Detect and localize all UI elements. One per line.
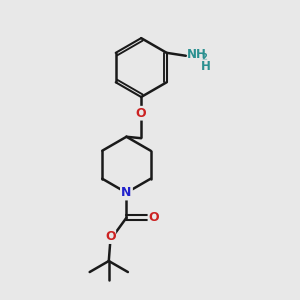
Text: H: H [201, 60, 211, 73]
Text: O: O [105, 230, 116, 243]
Text: O: O [136, 107, 146, 120]
Text: NH: NH [187, 48, 207, 61]
Text: N: N [121, 186, 132, 199]
Text: O: O [148, 211, 159, 224]
Text: 2: 2 [201, 53, 207, 62]
